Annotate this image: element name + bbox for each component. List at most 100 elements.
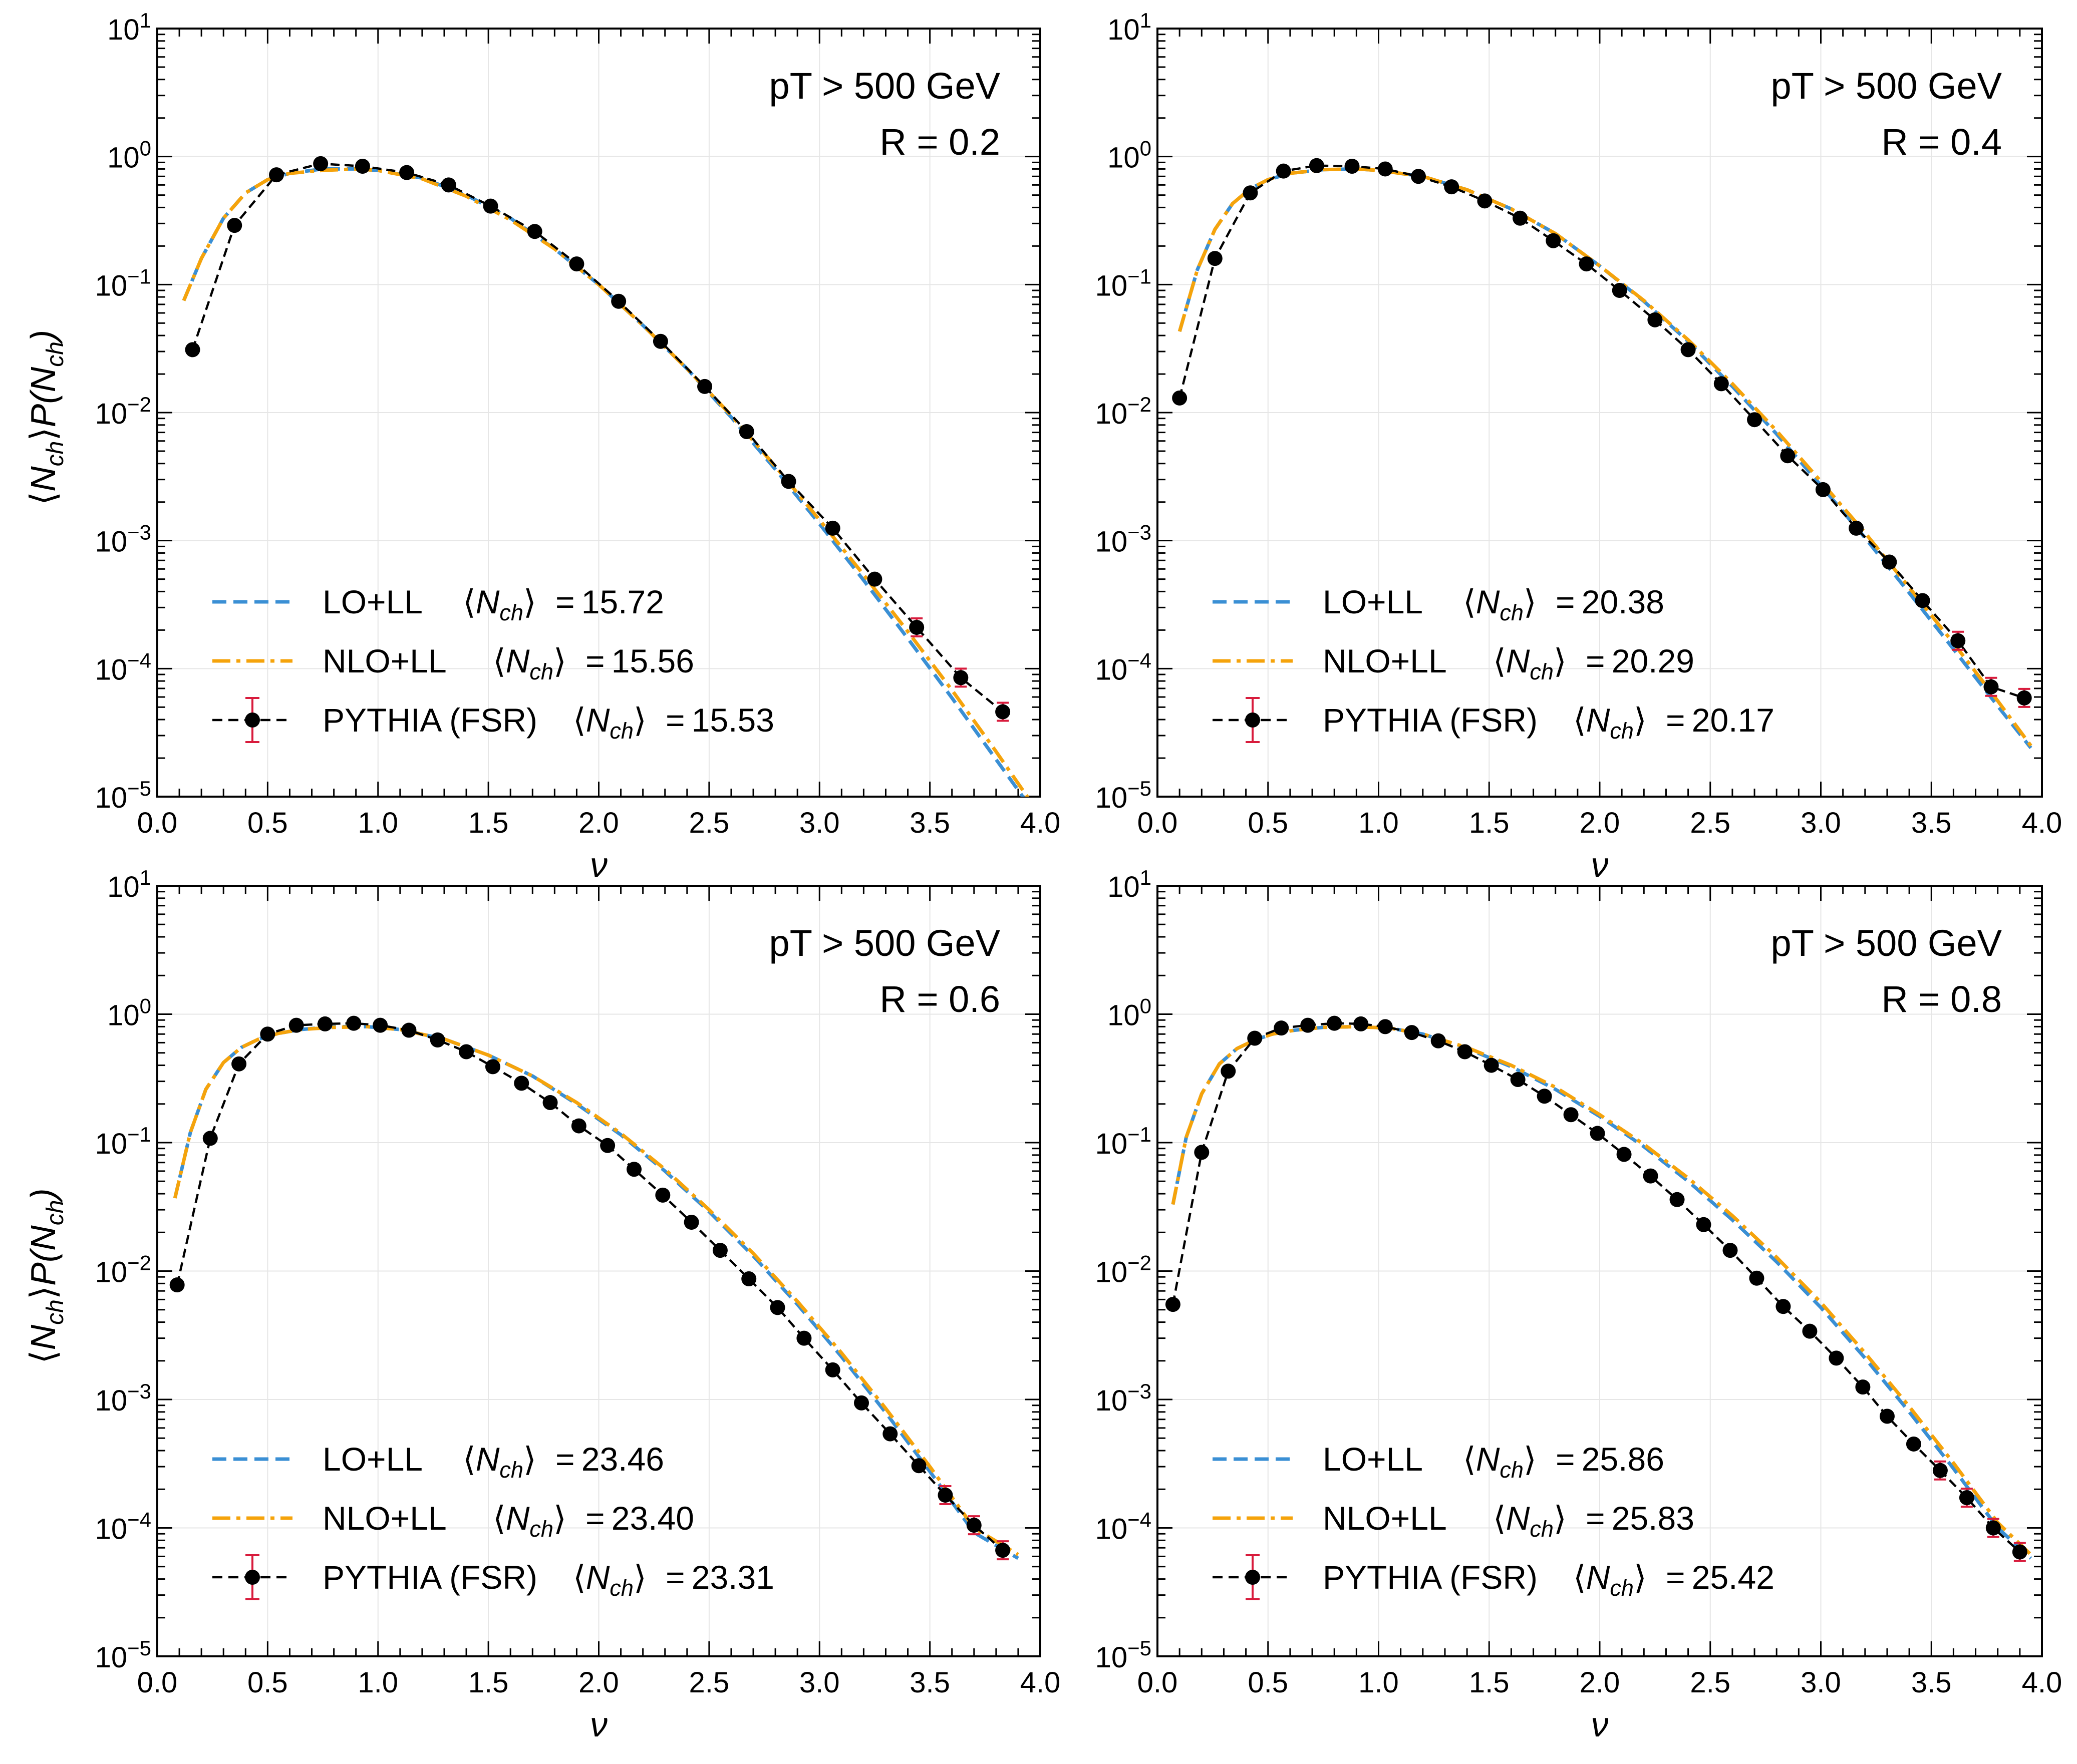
legend-mean-symbol-3: ⟨Nch⟩: [573, 701, 647, 744]
data-point: [542, 1095, 558, 1111]
data-point: [269, 167, 284, 183]
data-point: [1915, 593, 1930, 608]
data-point: [1815, 482, 1831, 497]
plot-area: [182, 156, 1030, 797]
x-tick-label: 1.0: [358, 1666, 398, 1699]
y-tick-label: 10−2: [1095, 1251, 1151, 1289]
data-point: [1513, 210, 1528, 226]
data-point: [1802, 1323, 1818, 1339]
x-tick-label: 3.5: [1911, 1666, 1952, 1699]
data-point: [1616, 1147, 1632, 1162]
data-point: [1722, 1243, 1738, 1258]
x-tick-label: 1.5: [1469, 1666, 1510, 1699]
legend-mean-value-3: = 23.31: [666, 1559, 774, 1596]
data-point: [825, 1362, 840, 1377]
data-point: [1457, 1044, 1472, 1060]
data-point: [611, 293, 627, 309]
data-point: [169, 1277, 185, 1293]
y-tick-label: 100: [1107, 994, 1151, 1032]
data-point: [571, 1118, 586, 1134]
data-point: [1207, 251, 1223, 266]
grid: [157, 29, 1040, 797]
data-point: [401, 1022, 417, 1038]
data-point: [1680, 342, 1696, 358]
legend-label-3: PYTHIA (FSR): [323, 701, 537, 739]
x-tick-label: 0.5: [1248, 807, 1288, 839]
legend-label-2: NLO+LL: [323, 1500, 447, 1537]
legend-mean-symbol-2: ⟨Nch⟩: [493, 1500, 566, 1542]
legend-mean-symbol-1: ⟨Nch⟩: [463, 583, 536, 625]
data-point: [909, 619, 925, 635]
x-tick-label: 0.0: [137, 807, 178, 839]
data-point: [1165, 1297, 1180, 1312]
x-tick-label: 2.0: [578, 807, 619, 839]
data-point: [569, 256, 584, 272]
data-point: [514, 1076, 529, 1091]
x-tick-label: 2.5: [689, 807, 730, 839]
plot-area: [1172, 158, 2032, 749]
data-point: [430, 1032, 445, 1047]
data-point: [1855, 1379, 1871, 1395]
data-point: [231, 1056, 247, 1072]
data-point: [1775, 1299, 1791, 1314]
legend-mean-symbol-3: ⟨Nch⟩: [573, 1559, 647, 1601]
data-point: [953, 670, 969, 685]
data-point: [485, 1059, 500, 1075]
data-point: [712, 1243, 728, 1258]
data-point: [1612, 283, 1627, 298]
x-tick-label: 0.5: [247, 807, 288, 839]
axes-frame: [1156, 885, 2043, 1657]
x-tick-label: 3.5: [910, 807, 950, 839]
series-line-lo-ll: [173, 1024, 1019, 1560]
axes-frame: [156, 885, 1041, 1657]
data-point: [697, 379, 713, 394]
legend-mean-value-2: = 23.40: [585, 1500, 694, 1537]
x-tick-label: 0.5: [247, 1666, 288, 1699]
annotation-1: pT > 500 GeV: [1771, 65, 2002, 107]
axes-frame: [1156, 28, 2043, 798]
y-tick-label: 10−5: [1095, 1636, 1151, 1674]
panel-3: 0.0 0.5 1.0 1.5 2.0 2.5 3.0 3.5 4.0 10−5 10−4 10−3 1…: [24, 866, 1060, 1744]
legend-label-1: LO+LL: [1323, 1441, 1423, 1478]
x-tick-label: 0.0: [1137, 1666, 1178, 1699]
x-tick-label: 1.5: [468, 1666, 509, 1699]
data-point: [1879, 1408, 1895, 1424]
data-point: [1344, 159, 1360, 174]
data-point: [1404, 1025, 1419, 1040]
data-point: [1537, 1089, 1552, 1104]
data-point: [1882, 554, 1897, 570]
data-point: [1477, 193, 1493, 209]
data-point: [1643, 1168, 1658, 1184]
y-tick-label: 10−1: [1095, 264, 1151, 302]
y-tick-label: 10−1: [95, 1123, 151, 1160]
data-point: [853, 1395, 869, 1410]
legend-label-1: LO+LL: [323, 583, 423, 620]
legend-mean-value-2: = 20.29: [1586, 642, 1694, 679]
data-point: [653, 333, 668, 349]
data-point: [1444, 179, 1459, 195]
legend-mean-value-1: = 20.38: [1556, 583, 1664, 620]
data-point: [1410, 169, 1426, 184]
panel-4: 0.0 0.5 1.0 1.5 2.0 2.5 3.0 3.5 4.0 10−5 10−4 10−3 1…: [1095, 866, 2062, 1744]
x-tick-label: 2.5: [689, 1666, 730, 1699]
data-point: [882, 1426, 898, 1442]
data-point: [1696, 1217, 1711, 1232]
data-point: [1749, 1270, 1764, 1286]
series-line-nlo-ll: [173, 1024, 1019, 1556]
data-point: [260, 1026, 275, 1042]
plot-area: [1165, 1015, 2032, 1562]
y-tick-label: 10−2: [95, 1251, 151, 1289]
data-point: [1430, 1033, 1446, 1048]
data-point: [1274, 1020, 1289, 1036]
data-point: [1483, 1057, 1499, 1073]
legend-mean-symbol-2: ⟨Nch⟩: [1493, 642, 1567, 684]
data-point: [1579, 256, 1594, 272]
grid: [1157, 886, 2042, 1656]
data-point: [1713, 376, 1729, 392]
legend-mean-symbol-1: ⟨Nch⟩: [1463, 583, 1537, 625]
x-tick-label: 3.5: [1911, 807, 1952, 839]
legend-mean-value-1: = 25.86: [1556, 1441, 1664, 1478]
y-tick-label: 10−5: [95, 777, 151, 814]
legend-marker: [245, 1570, 260, 1585]
data-point: [1377, 1019, 1393, 1034]
